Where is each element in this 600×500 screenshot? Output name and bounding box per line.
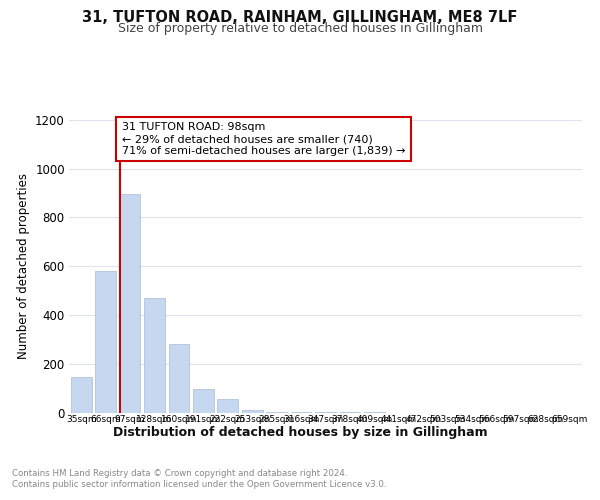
Bar xyxy=(217,399,238,412)
Text: Size of property relative to detached houses in Gillingham: Size of property relative to detached ho… xyxy=(118,22,482,35)
Text: Distribution of detached houses by size in Gillingham: Distribution of detached houses by size … xyxy=(113,426,487,439)
Bar xyxy=(193,390,214,412)
Bar xyxy=(95,271,116,412)
Bar xyxy=(144,298,165,412)
Text: 31, TUFTON ROAD, RAINHAM, GILLINGHAM, ME8 7LF: 31, TUFTON ROAD, RAINHAM, GILLINGHAM, ME… xyxy=(82,10,518,25)
Text: Contains HM Land Registry data © Crown copyright and database right 2024.: Contains HM Land Registry data © Crown c… xyxy=(12,469,347,478)
Bar xyxy=(242,410,263,412)
Bar xyxy=(71,377,92,412)
Bar xyxy=(119,194,140,412)
Bar xyxy=(169,344,190,412)
Text: 31 TUFTON ROAD: 98sqm
← 29% of detached houses are smaller (740)
71% of semi-det: 31 TUFTON ROAD: 98sqm ← 29% of detached … xyxy=(122,122,405,156)
Text: Contains public sector information licensed under the Open Government Licence v3: Contains public sector information licen… xyxy=(12,480,386,489)
Y-axis label: Number of detached properties: Number of detached properties xyxy=(17,174,29,359)
